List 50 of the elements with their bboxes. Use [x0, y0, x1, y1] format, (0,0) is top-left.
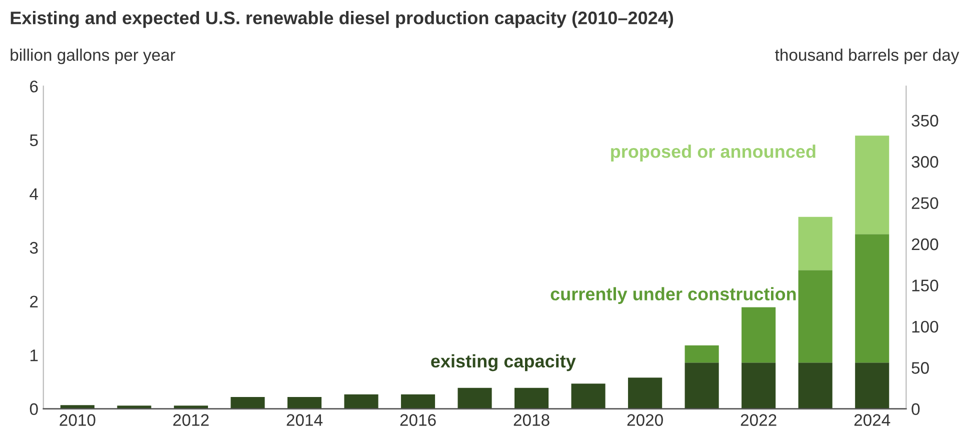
bar: [684, 362, 719, 409]
y-tick-label: 3: [30, 242, 38, 254]
bar: [855, 362, 890, 409]
bar: [855, 136, 890, 234]
bar: [174, 406, 208, 409]
y2-tick-label: 250: [912, 197, 938, 210]
x-tick-label: 2024: [854, 414, 890, 426]
y-tick-label: 2: [30, 296, 38, 308]
x-tick-label: 2012: [173, 414, 209, 426]
bar: [571, 384, 606, 409]
y-tick-label: 1: [30, 350, 38, 362]
y2-tick-label: 50: [912, 362, 929, 374]
bar: [344, 394, 378, 409]
bar: [798, 362, 832, 409]
bar: [855, 234, 890, 363]
x-tick-label: 2010: [60, 414, 96, 426]
y2-tick-label: 150: [912, 280, 938, 292]
y-tick-label: 0: [30, 403, 38, 416]
bar: [60, 405, 94, 409]
bar: [400, 394, 436, 409]
series-label: existing capacity: [431, 354, 576, 372]
y2-tick-label: 300: [912, 156, 938, 168]
bar: [798, 216, 832, 270]
y2-axis-title: thousand barrels per day: [775, 48, 960, 64]
bar: [458, 388, 492, 409]
text: proposed or announced: [611, 144, 816, 162]
bar: [514, 388, 549, 409]
bar: [742, 307, 776, 363]
bar: [798, 270, 832, 363]
bar: [230, 397, 265, 409]
series-label: currently under construction: [550, 287, 796, 304]
y-tick-label: 5: [30, 134, 38, 146]
bar: [742, 362, 776, 409]
x-tick-label: 2018: [514, 414, 550, 426]
x-tick-label: 2022: [740, 414, 776, 426]
y-axis-title: billion gallons per year: [10, 48, 176, 64]
y-tick-label: 4: [30, 188, 38, 200]
y2-tick-label: 350: [912, 114, 938, 127]
y2-tick-label: 200: [912, 238, 938, 250]
chart-title: Existing and expected U.S. renewable diesel production capacity (2010–2024): [10, 11, 674, 28]
bar: [684, 345, 719, 363]
x-tick-label: 2016: [400, 414, 436, 426]
y2-tick-label: 0: [912, 403, 920, 416]
bar: [628, 378, 662, 409]
bar: [117, 406, 152, 409]
y-tick-label: 6: [30, 80, 38, 92]
bar: [287, 397, 322, 409]
x-tick-label: 2014: [286, 414, 323, 426]
y2-tick-label: 100: [912, 320, 938, 333]
x-tick-label: 2020: [627, 414, 663, 426]
